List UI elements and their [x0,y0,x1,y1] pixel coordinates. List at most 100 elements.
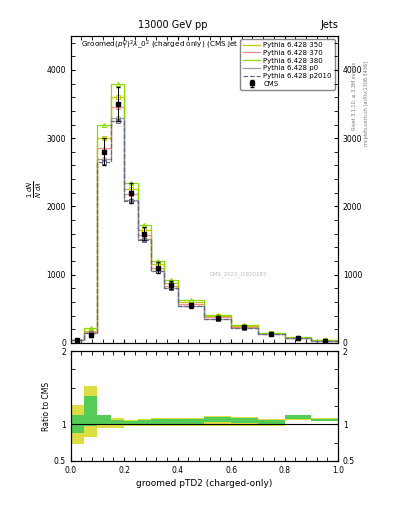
Pythia 6.428 380 [108,121,113,127]
Pythia 6.428 p2010 [149,238,153,244]
Pythia 6.428 380 [175,297,180,303]
Pythia 6.428 p2010 [255,331,260,337]
Pythia 6.428 380 [229,312,233,318]
Pythia 6.428 p0 [82,330,86,336]
Pythia 6.428 p2010 [95,330,100,336]
Pythia 6.428 370 [82,337,86,343]
Pythia 6.428 380 [162,277,167,283]
Pythia 6.428 p0 [122,197,127,203]
Pythia 6.428 p2010 [149,268,153,274]
Pythia 6.428 350 [108,94,113,100]
Pythia 6.428 350 [282,330,287,336]
Pythia 6.428 350 [202,313,207,319]
Pythia 6.428 p0 [162,267,167,273]
Pythia 6.428 370 [309,335,314,341]
Pythia 6.428 p2010 [336,338,340,344]
Pythia 6.428 p2010 [282,331,287,337]
Pythia 6.428 350 [135,186,140,193]
Pythia 6.428 p0 [95,156,100,162]
Pythia 6.428 p2010 [135,238,140,244]
X-axis label: groomed pTD2 (charged-only): groomed pTD2 (charged-only) [136,479,273,488]
Pythia 6.428 p2010 [95,159,100,165]
Pythia 6.428 350 [309,337,314,344]
Pythia 6.428 370 [135,232,140,238]
Pythia 6.428 p0 [82,337,86,343]
Pythia 6.428 p2010 [162,268,167,274]
Line: Pythia 6.428 p2010: Pythia 6.428 p2010 [71,121,338,341]
Pythia 6.428 380 [175,277,180,283]
Pythia 6.428 350 [82,328,86,334]
Pythia 6.428 350 [336,337,340,344]
Pythia 6.428 370 [122,191,127,197]
Pythia 6.428 p0 [175,285,180,291]
Pythia 6.428 p0 [135,236,140,242]
Pythia 6.428 370 [149,232,153,238]
Pythia 6.428 370 [82,329,86,335]
Pythia 6.428 370 [135,191,140,197]
Pythia 6.428 380 [95,325,100,331]
Line: Pythia 6.428 380: Pythia 6.428 380 [71,83,338,340]
Pythia 6.428 p0 [202,303,207,309]
Pythia 6.428 380 [162,258,167,264]
Pythia 6.428 p0 [255,325,260,331]
Pythia 6.428 380 [135,222,140,228]
Pythia 6.428 p2010 [309,335,314,341]
Text: CMS_2021_I1920187: CMS_2021_I1920187 [210,271,267,277]
Pythia 6.428 370 [95,329,100,335]
Pythia 6.428 p2010 [309,338,314,344]
Pythia 6.428 p0 [122,115,127,121]
Pythia 6.428 p2010 [175,285,180,291]
Text: Rivet 3.1.10, ≥ 3.3M events: Rivet 3.1.10, ≥ 3.3M events [352,61,357,130]
Pythia 6.428 380 [122,80,127,87]
Pythia 6.428 350 [149,261,153,267]
Pythia 6.428 380 [202,312,207,318]
Pythia 6.428 p0 [149,236,153,242]
Pythia 6.428 p2010 [108,159,113,165]
Pythia 6.428 p2010 [175,303,180,309]
Pythia 6.428 370 [282,331,287,337]
Pythia 6.428 350 [122,186,127,193]
Pythia 6.428 p0 [202,315,207,322]
Pythia 6.428 380 [108,80,113,87]
Y-axis label: Ratio to CMS: Ratio to CMS [42,381,51,431]
Line: Pythia 6.428 370: Pythia 6.428 370 [71,108,338,340]
Pythia 6.428 380 [82,325,86,331]
Pythia 6.428 p0 [108,115,113,121]
Pythia 6.428 380 [82,337,86,343]
Pythia 6.428 380 [255,322,260,328]
Pythia 6.428 370 [282,335,287,341]
Pythia 6.428 p0 [255,331,260,337]
Pythia 6.428 p2010 [82,330,86,336]
Pythia 6.428 350 [135,227,140,233]
Pythia 6.428 p2010 [135,198,140,204]
Pythia 6.428 p0 [175,303,180,309]
Pythia 6.428 350 [82,337,86,343]
Pythia 6.428 380 [68,337,73,343]
Pythia 6.428 p2010 [282,335,287,341]
Pythia 6.428 350 [255,323,260,329]
Pythia 6.428 370 [229,314,233,321]
Pythia 6.428 350 [255,330,260,336]
Pythia 6.428 350 [122,94,127,100]
Pythia 6.428 380 [336,337,340,344]
Pythia 6.428 380 [122,179,127,185]
Pythia 6.428 370 [108,145,113,152]
Pythia 6.428 380 [202,297,207,303]
Pythia 6.428 370 [149,265,153,271]
Pythia 6.428 380 [229,322,233,328]
Legend: Pythia 6.428 350, Pythia 6.428 370, Pythia 6.428 380, Pythia 6.428 p0, Pythia 6.: Pythia 6.428 350, Pythia 6.428 370, Pyth… [240,39,334,90]
Pythia 6.428 350 [309,334,314,340]
Pythia 6.428 350 [202,299,207,305]
Pythia 6.428 370 [162,265,167,271]
Pythia 6.428 370 [95,145,100,152]
Pythia 6.428 p2010 [202,316,207,322]
Pythia 6.428 p2010 [202,303,207,309]
Pythia 6.428 p0 [282,335,287,341]
Pythia 6.428 p0 [68,337,73,343]
Pythia 6.428 p2010 [68,337,73,343]
Pythia 6.428 p2010 [229,316,233,322]
Pythia 6.428 380 [282,334,287,340]
Pythia 6.428 380 [95,121,100,127]
Pythia 6.428 350 [162,261,167,267]
Pythia 6.428 380 [282,330,287,336]
